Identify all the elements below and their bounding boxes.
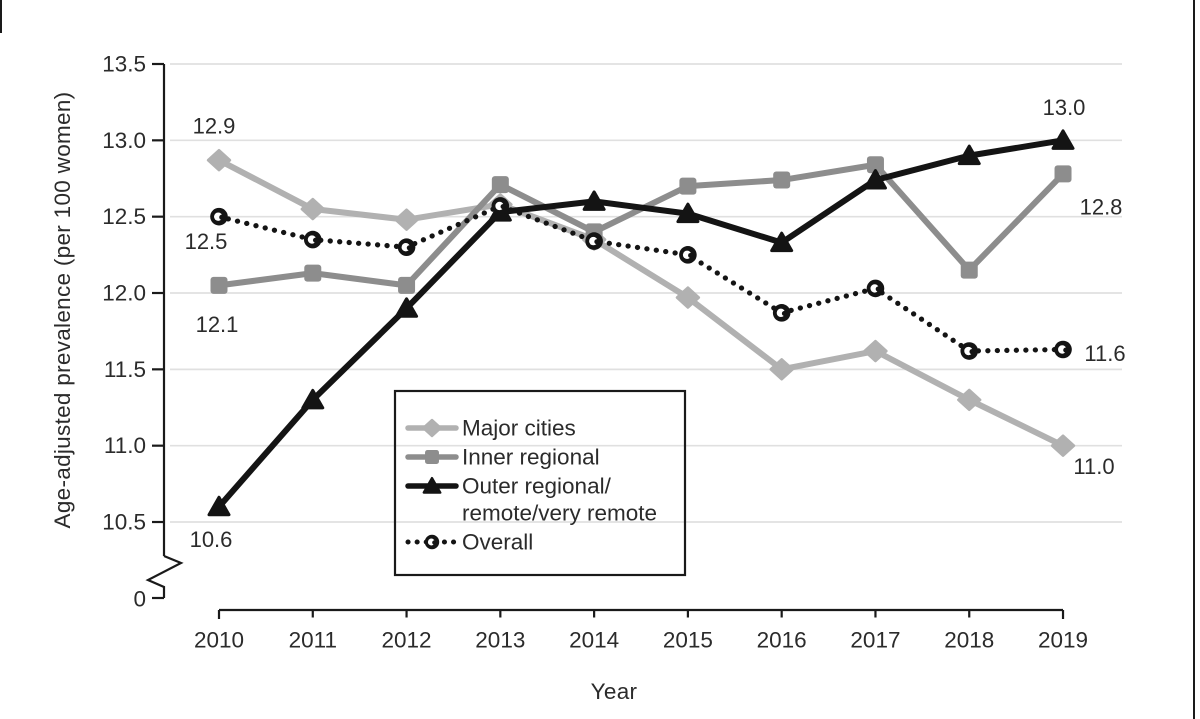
y-tick-label: 11.0 xyxy=(104,433,146,458)
legend-label: Overall xyxy=(462,530,533,555)
marker-diamond xyxy=(206,148,232,172)
x-axis: 2010 2011 2012 2013 2014 2015 2016 2017 2018 2019 xyxy=(194,608,1088,653)
marker-diamond xyxy=(394,208,419,231)
marker-triangle xyxy=(770,231,794,253)
marker-diamond xyxy=(675,286,701,309)
marker-triangle xyxy=(582,190,606,211)
legend-entry-overall: Overall xyxy=(405,530,533,555)
gridlines xyxy=(170,63,1122,523)
marker-diamond xyxy=(300,197,326,221)
series-overall xyxy=(210,197,1072,360)
marker-ring xyxy=(866,279,885,298)
y-tick-label: 12.5 xyxy=(102,204,146,229)
series-line-overall xyxy=(216,203,1066,354)
series-outer_regional xyxy=(207,129,1075,517)
marker-triangle xyxy=(957,144,981,166)
x-axis-title: Year xyxy=(590,679,638,704)
x-tick-label: 2019 xyxy=(1038,628,1088,653)
marker-ring xyxy=(303,230,322,249)
x-tick-label: 2010 xyxy=(194,628,244,653)
marker-square xyxy=(304,264,322,282)
marker-ring xyxy=(679,246,697,264)
series-line-outer_regional xyxy=(216,137,1067,510)
marker-ring xyxy=(491,197,510,215)
y-tick-label: 13.5 xyxy=(102,52,146,77)
marker-ring xyxy=(210,207,228,226)
marker-triangle xyxy=(395,297,419,318)
marker-diamond xyxy=(769,358,794,381)
series-inner_regional xyxy=(210,156,1072,294)
legend-label: Outer regional/ xyxy=(462,474,612,499)
marker-square xyxy=(773,171,791,189)
x-tick-label: 2018 xyxy=(944,628,994,653)
marker-triangle xyxy=(422,476,442,494)
marker-square xyxy=(491,176,509,194)
point-label-overall-2019: 11.6 xyxy=(1084,341,1125,366)
marker-ring xyxy=(424,534,440,550)
marker-square xyxy=(960,261,978,279)
series-major_cities xyxy=(206,148,1076,457)
point-label-inner_regional-2019: 12.8 xyxy=(1080,194,1123,219)
marker-ring xyxy=(585,232,603,250)
marker-triangle xyxy=(676,202,700,224)
legend-label: remote/very remote xyxy=(462,501,657,526)
legend-box xyxy=(393,389,687,577)
y-axis-title: Age-adjusted prevalence (per 100 women) xyxy=(50,91,75,529)
x-tick-label: 2016 xyxy=(757,628,807,653)
x-tick-label: 2012 xyxy=(382,628,432,653)
marker-diamond xyxy=(1050,434,1076,457)
point-labels: 12.9 12.5 12.1 10.6 13.0 12.8 11.6 11.0 xyxy=(185,95,1126,552)
y-tick-label: 10.5 xyxy=(102,510,146,535)
marker-square xyxy=(398,276,416,294)
marker-ring xyxy=(960,342,979,360)
y-tick-label: 12.0 xyxy=(102,281,146,306)
x-tick-label: 2013 xyxy=(475,628,525,653)
x-tick-label: 2011 xyxy=(289,628,337,653)
marker-diamond xyxy=(863,339,888,363)
marker-square xyxy=(425,450,439,464)
marker-square xyxy=(210,276,228,294)
legend-entry-outer_regional: Outer regional/remote/very remote xyxy=(405,474,657,526)
page-edge-left xyxy=(0,0,2,33)
marker-diamond xyxy=(421,418,443,438)
marker-square xyxy=(679,177,697,195)
y-axis: 13.5 13.0 12.5 12.0 11.5 11.0 10.5 0 xyxy=(102,52,184,612)
point-label-major_cities-2019: 11.0 xyxy=(1073,454,1114,479)
marker-square xyxy=(1054,165,1072,183)
series-line-major_cities xyxy=(216,157,1067,449)
marker-triangle xyxy=(1051,129,1075,150)
legend: Major cities Inner regional Outer regional… xyxy=(393,389,687,577)
marker-ring xyxy=(397,238,416,257)
legend-label: Major cities xyxy=(462,416,576,441)
point-label-outer_regional-2019: 13.0 xyxy=(1043,95,1086,120)
marker-triangle xyxy=(301,388,325,410)
legend-label: Inner regional xyxy=(462,445,600,470)
y-tick-label: 13.0 xyxy=(102,128,146,153)
marker-square xyxy=(866,156,884,174)
y-axis-break xyxy=(145,554,184,598)
x-tick-label: 2015 xyxy=(663,628,713,653)
marker-diamond xyxy=(956,388,982,412)
legend-entry-major_cities: Major cities xyxy=(405,416,576,441)
y-tick-label: 11.5 xyxy=(104,357,146,382)
marker-ring xyxy=(1054,340,1072,359)
point-label-outer_regional-2010: 10.6 xyxy=(190,527,233,552)
point-label-major_cities-2010: 12.9 xyxy=(193,114,236,139)
marker-ring xyxy=(772,304,791,322)
x-tick-label: 2014 xyxy=(569,628,619,653)
point-label-inner_regional-2010: 12.1 xyxy=(196,312,239,337)
legend-entry-inner_regional: Inner regional xyxy=(405,445,600,470)
point-label-overall-2010: 12.5 xyxy=(185,229,228,254)
x-tick-label: 2017 xyxy=(850,628,900,653)
y-tick-label-zero: 0 xyxy=(133,587,146,612)
marker-triangle xyxy=(863,169,887,190)
marker-triangle xyxy=(207,495,231,517)
page-edge-right xyxy=(1193,0,1195,719)
